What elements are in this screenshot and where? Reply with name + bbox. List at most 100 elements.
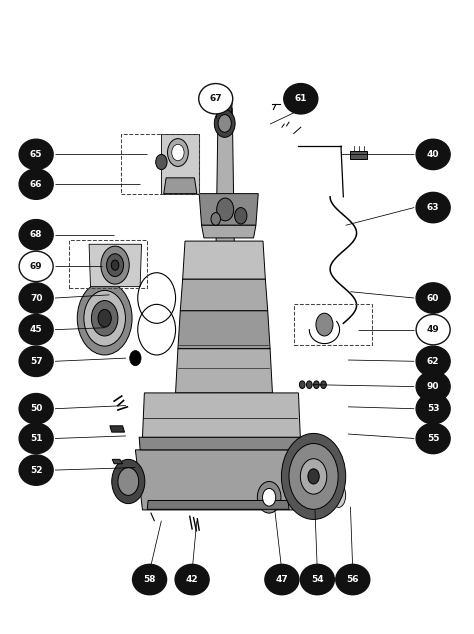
Ellipse shape — [416, 139, 450, 170]
Ellipse shape — [133, 564, 166, 595]
Ellipse shape — [19, 394, 53, 424]
Text: 53: 53 — [427, 404, 439, 413]
Circle shape — [91, 301, 118, 336]
Ellipse shape — [265, 564, 299, 595]
Polygon shape — [201, 225, 256, 238]
Ellipse shape — [19, 251, 53, 281]
Ellipse shape — [416, 192, 450, 223]
Text: 69: 69 — [30, 262, 43, 271]
Ellipse shape — [416, 394, 450, 424]
Circle shape — [316, 313, 333, 336]
Circle shape — [314, 381, 319, 389]
Circle shape — [282, 434, 346, 519]
Circle shape — [112, 460, 145, 503]
Text: 65: 65 — [30, 150, 42, 159]
Circle shape — [130, 351, 141, 366]
Text: 62: 62 — [427, 357, 439, 366]
Circle shape — [84, 290, 126, 346]
Text: 45: 45 — [30, 325, 43, 334]
Text: 70: 70 — [30, 294, 42, 302]
Circle shape — [218, 115, 231, 133]
Text: 54: 54 — [311, 575, 324, 584]
Ellipse shape — [19, 314, 53, 345]
Polygon shape — [110, 426, 125, 432]
Circle shape — [98, 309, 111, 327]
Ellipse shape — [336, 564, 370, 595]
Bar — [121, 134, 199, 193]
Polygon shape — [136, 450, 303, 510]
Polygon shape — [112, 460, 123, 463]
Circle shape — [111, 260, 119, 270]
Polygon shape — [213, 266, 237, 393]
Polygon shape — [161, 134, 199, 193]
Circle shape — [118, 467, 139, 495]
Text: 55: 55 — [427, 434, 439, 443]
Polygon shape — [350, 152, 367, 159]
Ellipse shape — [19, 169, 53, 199]
Circle shape — [320, 381, 326, 389]
Ellipse shape — [416, 283, 450, 313]
Ellipse shape — [19, 139, 53, 170]
Polygon shape — [218, 102, 232, 115]
Circle shape — [263, 488, 276, 506]
Circle shape — [296, 488, 313, 510]
Polygon shape — [180, 279, 268, 311]
Circle shape — [156, 155, 167, 170]
Text: 56: 56 — [346, 575, 359, 584]
Polygon shape — [164, 178, 197, 193]
Polygon shape — [143, 393, 301, 437]
Ellipse shape — [284, 84, 318, 114]
Ellipse shape — [331, 483, 346, 507]
Bar — [69, 240, 147, 288]
Polygon shape — [182, 241, 265, 279]
Text: 63: 63 — [427, 203, 439, 212]
Polygon shape — [175, 349, 273, 393]
Ellipse shape — [416, 372, 450, 402]
Polygon shape — [89, 244, 142, 287]
Ellipse shape — [19, 219, 53, 250]
Text: 67: 67 — [210, 94, 222, 103]
Circle shape — [77, 281, 132, 355]
Ellipse shape — [416, 424, 450, 454]
Circle shape — [308, 469, 319, 484]
Circle shape — [107, 254, 124, 276]
Circle shape — [211, 212, 220, 225]
Circle shape — [214, 110, 235, 138]
Text: 51: 51 — [30, 434, 42, 443]
Circle shape — [300, 381, 305, 389]
Text: 52: 52 — [30, 465, 42, 475]
Ellipse shape — [175, 564, 209, 595]
Text: 40: 40 — [427, 150, 439, 159]
Circle shape — [289, 444, 338, 509]
Ellipse shape — [19, 283, 53, 313]
Ellipse shape — [416, 346, 450, 377]
Text: 90: 90 — [427, 382, 439, 391]
Text: 68: 68 — [30, 230, 42, 239]
Ellipse shape — [416, 314, 450, 345]
Circle shape — [167, 139, 188, 167]
Circle shape — [217, 198, 234, 221]
Polygon shape — [216, 108, 235, 266]
Text: 47: 47 — [275, 575, 288, 584]
Text: 61: 61 — [294, 94, 307, 103]
Polygon shape — [139, 437, 302, 450]
Polygon shape — [199, 193, 258, 225]
Text: 60: 60 — [427, 294, 439, 302]
Ellipse shape — [19, 455, 53, 485]
Circle shape — [301, 459, 327, 494]
Circle shape — [101, 246, 129, 284]
Circle shape — [257, 481, 281, 513]
Bar — [294, 304, 372, 345]
Polygon shape — [178, 311, 270, 349]
Circle shape — [172, 145, 184, 161]
Ellipse shape — [199, 84, 233, 114]
Circle shape — [307, 381, 312, 389]
Text: 49: 49 — [427, 325, 439, 334]
Text: 58: 58 — [143, 575, 156, 584]
Circle shape — [235, 207, 247, 224]
Text: 50: 50 — [30, 404, 42, 413]
Polygon shape — [147, 500, 289, 509]
Ellipse shape — [19, 424, 53, 454]
Ellipse shape — [301, 564, 334, 595]
Text: 66: 66 — [30, 179, 42, 189]
